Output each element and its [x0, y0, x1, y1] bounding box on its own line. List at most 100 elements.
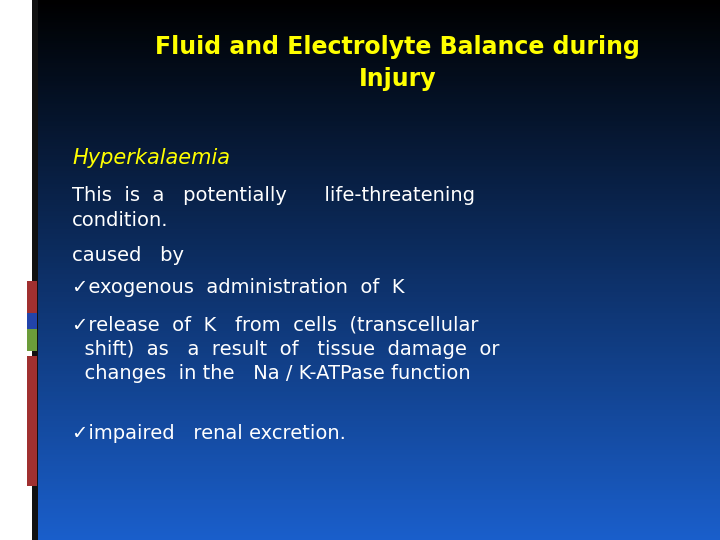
Bar	[32, 187, 720, 189]
Bar	[32, 344, 720, 346]
Bar	[32, 355, 720, 356]
Bar	[32, 351, 720, 353]
Bar	[32, 328, 720, 329]
Bar	[32, 356, 720, 358]
Bar	[32, 150, 720, 151]
Bar	[32, 220, 720, 221]
Bar	[32, 184, 720, 185]
Bar	[32, 0, 720, 2]
Bar	[32, 396, 720, 398]
Bar	[32, 515, 720, 517]
Bar	[32, 234, 720, 236]
Bar	[32, 385, 720, 387]
Bar	[32, 430, 720, 432]
Bar	[32, 147, 720, 150]
Bar	[32, 50, 720, 52]
Bar	[32, 363, 720, 366]
Bar	[32, 315, 720, 317]
Bar	[32, 93, 720, 96]
Bar	[32, 432, 720, 434]
Bar	[32, 313, 720, 315]
Bar	[32, 444, 720, 447]
Bar	[32, 120, 720, 123]
Bar	[32, 459, 720, 461]
Bar	[32, 335, 720, 336]
Bar	[32, 259, 720, 261]
Bar	[32, 401, 720, 403]
Bar	[32, 29, 720, 31]
Bar	[32, 157, 720, 158]
Bar	[32, 77, 720, 79]
Bar	[32, 454, 720, 455]
Bar	[32, 43, 720, 45]
Bar	[32, 420, 720, 421]
Bar	[32, 54, 720, 56]
Bar	[32, 255, 720, 258]
Bar	[32, 25, 720, 27]
Bar	[32, 177, 720, 178]
Bar	[32, 275, 720, 277]
Bar	[32, 326, 720, 328]
Bar	[32, 281, 720, 282]
Text: ✓exogenous  administration  of  K: ✓exogenous administration of K	[72, 278, 405, 297]
Bar	[32, 342, 720, 344]
Bar	[32, 282, 720, 285]
Bar	[32, 9, 720, 11]
Bar	[32, 439, 720, 441]
Bar	[32, 258, 720, 259]
Bar	[32, 509, 720, 511]
Bar	[32, 39, 720, 42]
Bar	[32, 248, 720, 250]
Bar	[32, 225, 720, 227]
Bar	[32, 504, 720, 506]
Bar	[32, 474, 720, 475]
Bar	[32, 286, 720, 288]
Bar	[32, 144, 720, 146]
Bar	[32, 409, 720, 410]
Bar	[32, 194, 720, 196]
Bar	[32, 447, 720, 448]
Bar	[32, 153, 720, 155]
Bar	[32, 74, 720, 76]
Bar	[32, 191, 720, 193]
Bar	[32, 293, 720, 295]
Bar	[32, 482, 720, 484]
Bar	[32, 101, 720, 103]
Text: caused   by: caused by	[72, 246, 184, 265]
Bar	[32, 139, 720, 140]
Bar	[32, 69, 720, 70]
Bar	[32, 304, 720, 306]
Bar	[32, 486, 720, 488]
Bar	[32, 448, 720, 450]
Bar	[32, 169, 720, 171]
Bar	[32, 421, 720, 423]
Bar	[32, 490, 720, 491]
Bar	[32, 52, 720, 54]
Bar	[32, 336, 720, 339]
Bar	[32, 441, 720, 443]
Bar	[32, 376, 720, 378]
Bar	[32, 524, 720, 525]
Bar	[32, 59, 720, 61]
Bar	[32, 22, 720, 23]
Bar	[32, 180, 720, 182]
Bar	[32, 245, 720, 247]
Bar	[27, 356, 37, 486]
Bar	[32, 185, 720, 187]
Bar	[32, 502, 720, 504]
Bar	[32, 382, 720, 383]
Bar	[32, 349, 720, 351]
Bar	[32, 387, 720, 389]
Bar	[32, 2, 720, 4]
Bar	[32, 201, 720, 204]
Bar	[32, 475, 720, 477]
Bar	[32, 274, 720, 275]
Bar	[32, 178, 720, 180]
Text: ✓impaired   renal excretion.: ✓impaired renal excretion.	[72, 424, 346, 443]
Bar	[32, 86, 720, 88]
Bar	[32, 173, 720, 174]
Bar	[32, 142, 720, 144]
Bar	[32, 47, 720, 49]
Bar	[32, 309, 720, 312]
Bar	[32, 211, 720, 212]
